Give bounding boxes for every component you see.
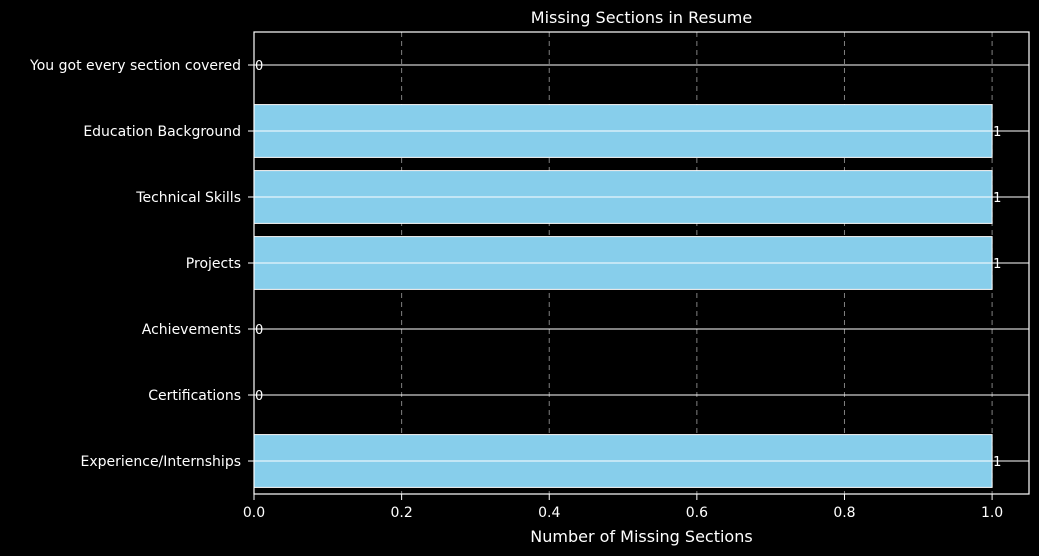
data-label: 1 <box>993 125 1001 140</box>
y-tick-label: You got every section covered <box>29 58 241 74</box>
x-tick-label: 0.8 <box>833 505 855 521</box>
x-axis-ticks: 0.0 0.2 0.4 0.6 0.8 1.0 <box>243 494 1003 521</box>
data-label: 1 <box>993 257 1001 272</box>
data-label: 0 <box>255 323 263 338</box>
x-tick-label: 0.4 <box>538 505 560 521</box>
data-labels: 1 0 0 1 1 1 0 <box>255 59 1001 470</box>
y-tick-label: Projects <box>186 256 241 272</box>
x-tick-label: 1.0 <box>981 505 1003 521</box>
chart-title: Missing Sections in Resume <box>531 8 752 27</box>
y-tick-label: Technical Skills <box>135 190 241 206</box>
data-label: 0 <box>255 389 263 404</box>
data-label: 0 <box>255 59 263 74</box>
y-tick-label: Certifications <box>148 388 241 404</box>
x-tick-label: 0.0 <box>243 505 265 521</box>
x-tick-label: 0.6 <box>686 505 708 521</box>
y-axis-ticks: Experience/Internships Certifications Achi… <box>29 58 1029 470</box>
y-tick-label: Achievements <box>142 322 241 338</box>
data-label: 1 <box>993 191 1001 206</box>
y-tick-label: Experience/Internships <box>80 454 241 470</box>
y-tick-label: Education Background <box>83 124 241 140</box>
x-tick-label: 0.2 <box>390 505 412 521</box>
data-label: 1 <box>993 455 1001 470</box>
x-axis-label: Number of Missing Sections <box>530 527 752 546</box>
